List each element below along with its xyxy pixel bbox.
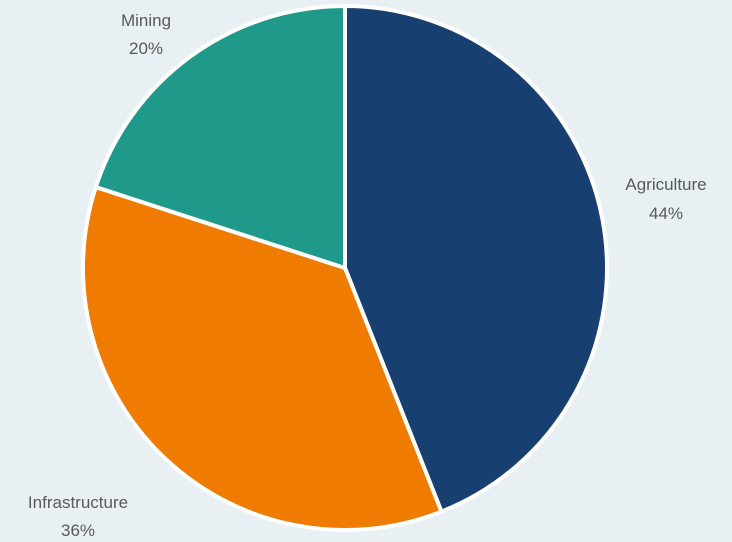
pie-slices (81, 4, 609, 532)
slice-percent-label: 44% (649, 204, 683, 223)
slice-category-label: Agriculture (625, 175, 706, 194)
slice-category-label: Mining (121, 11, 171, 30)
slice-percent-label: 20% (129, 39, 163, 58)
pie-slice-agriculture (343, 4, 609, 514)
pie-slice-infrastructure (81, 185, 444, 532)
pie-labels: Agriculture 44% Infrastructure 36% Mining 20% (28, 11, 707, 540)
slice-category-label: Infrastructure (28, 493, 128, 512)
slice-percent-label: 36% (61, 521, 95, 540)
pie-slice-mining (93, 4, 347, 270)
